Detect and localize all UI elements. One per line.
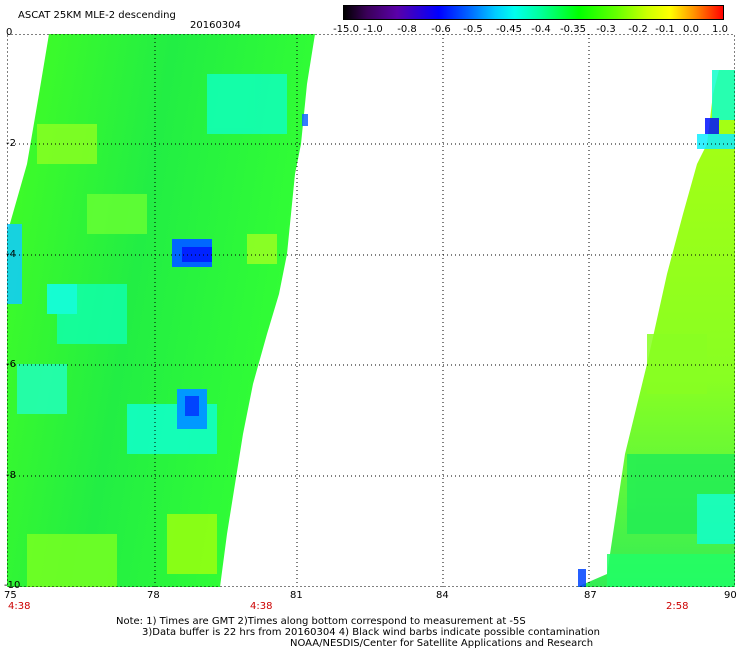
x-axis-label: 78	[147, 590, 160, 601]
colorbar-label: -0.8	[397, 24, 417, 35]
x-axis-label: 87	[584, 590, 597, 601]
note-line: Note: 1) Times are GMT 2)Times along bot…	[116, 616, 526, 627]
map-plot	[7, 34, 735, 587]
colorbar-label: 1.0	[712, 24, 728, 35]
y-axis-label: -2	[6, 138, 16, 149]
colorbar	[343, 5, 724, 20]
colorbar-label: -0.1	[655, 24, 675, 35]
colorbar-label: -0.35	[560, 24, 586, 35]
time-label-left: 4:38	[8, 601, 31, 612]
colorbar-label: -0.3	[596, 24, 616, 35]
map-grid	[7, 34, 735, 587]
time-label-middle: 4:38	[250, 601, 273, 612]
colorbar-label: -0.4	[531, 24, 551, 35]
y-axis-label: -8	[6, 470, 16, 481]
x-axis-label: 84	[436, 590, 449, 601]
map-date: 20160304	[190, 20, 241, 31]
note-line: NOAA/NESDIS/Center for Satellite Applica…	[290, 638, 594, 649]
colorbar-label: -0.45	[496, 24, 522, 35]
y-axis-label: -10	[4, 580, 21, 591]
left-swath	[7, 34, 315, 587]
x-axis-label: 75	[4, 590, 17, 601]
colorbar-label: -15.0	[333, 24, 359, 35]
x-axis-label: 90	[724, 590, 737, 601]
colorbar-label: -1.0	[363, 24, 383, 35]
note-line: 3)Data buffer is 22 hrs from 20160304 4)…	[142, 627, 600, 638]
colorbar-label: 0.0	[683, 24, 699, 35]
y-axis-label: 0	[6, 27, 13, 38]
x-axis-label: 81	[290, 590, 303, 601]
low-value-spot	[182, 247, 212, 262]
y-axis-label: -4	[6, 249, 16, 260]
time-label-right: 2:58	[666, 601, 689, 612]
right-swath-texture	[578, 70, 735, 587]
colorbar-labels: -15.0 -1.0 -0.8 -0.6 -0.5 -0.45 -0.4 -0.…	[333, 24, 733, 36]
colorbar-label: -0.6	[431, 24, 451, 35]
y-axis-label: -6	[6, 359, 16, 370]
low-value-spot	[185, 396, 199, 416]
map-title: ASCAT 25KM MLE-2 descending	[18, 10, 176, 21]
colorbar-label: -0.5	[463, 24, 483, 35]
colorbar-label: -0.2	[628, 24, 648, 35]
